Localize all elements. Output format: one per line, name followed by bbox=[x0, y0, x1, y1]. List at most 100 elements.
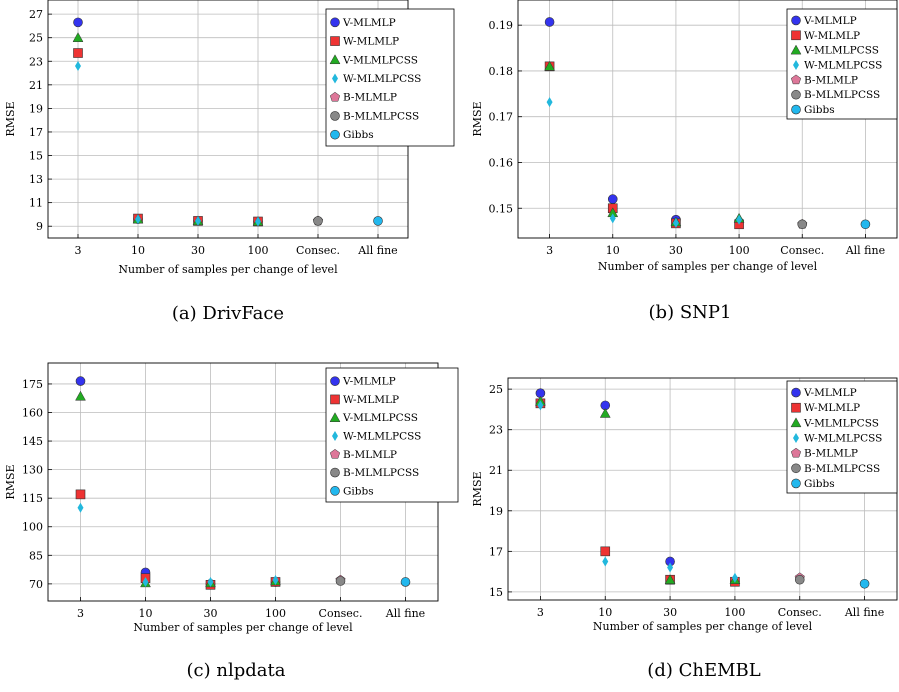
panel-4: 15 17 19 21 23 25 3 10 30 100 Consec. All fine Numbe… bbox=[471, 377, 898, 681]
legend-label: Gibbs bbox=[343, 485, 374, 497]
legend-label: B-MLMLPCSS bbox=[343, 110, 419, 122]
legend-marker bbox=[330, 467, 340, 478]
y-tick-label: 15 bbox=[489, 586, 503, 599]
legend-marker bbox=[791, 478, 801, 489]
x-axis-label: Number of samples per change of level bbox=[593, 620, 813, 633]
y-axis-label: RMSE bbox=[471, 101, 484, 136]
legend-label: V-MLMLP bbox=[342, 376, 396, 388]
data-point-w-mlmlpcss bbox=[207, 576, 214, 587]
legend-label: B-MLMLP bbox=[804, 448, 858, 460]
x-tick-label: 3 bbox=[77, 607, 84, 620]
data-point-v-mlmlpcss bbox=[664, 574, 676, 584]
data-point-gibbs bbox=[860, 219, 871, 230]
data-point-gibbs bbox=[400, 577, 411, 587]
x-tick-label: 3 bbox=[75, 244, 82, 257]
legend-marker bbox=[332, 431, 338, 441]
y-tick-label: 130 bbox=[22, 464, 43, 477]
x-tick-label: 3 bbox=[546, 244, 553, 257]
data-point-w-mlmlpcss bbox=[142, 576, 149, 587]
legend-label: B-MLMLP bbox=[343, 92, 397, 104]
data-point-v-mlmlpcss bbox=[75, 390, 86, 401]
x-tick-label: Consec. bbox=[296, 244, 340, 257]
legend-marker bbox=[330, 36, 340, 46]
x-tick-label: 30 bbox=[204, 607, 218, 620]
legend-marker bbox=[793, 60, 799, 70]
legend-label: B-MLMLPCSS bbox=[804, 463, 880, 475]
x-tick-label: 10 bbox=[598, 606, 612, 619]
x-tick-label: 30 bbox=[669, 244, 683, 257]
legend-marker bbox=[330, 486, 340, 496]
data-point-w-mlmlpcss bbox=[672, 217, 679, 228]
y-tick-label: 0.15 bbox=[489, 202, 514, 215]
legend-marker bbox=[791, 30, 801, 41]
panel-2: 0.15 0.16 0.17 0.18 0.19 3 10 30 100 Consec. All f… bbox=[471, 0, 898, 323]
x-tick-label: Consec. bbox=[778, 606, 822, 619]
legend-label: V-MLMLPCSS bbox=[342, 412, 418, 424]
panel-caption: (b) SNP1 bbox=[649, 302, 732, 323]
legend-marker bbox=[790, 74, 802, 85]
legend-box bbox=[325, 8, 455, 147]
data-point-b-mlmlpcss bbox=[797, 219, 808, 230]
y-tick-label: 145 bbox=[22, 435, 43, 448]
y-tick-label: 19 bbox=[29, 102, 43, 115]
data-point-w-mlmlpcss bbox=[77, 502, 84, 513]
legend-marker bbox=[791, 104, 801, 115]
panel-3: 70 85 100 115 130 145 160 175 3 10 30 100 Consec. All… bbox=[4, 362, 459, 681]
data-point-b-mlmlpcss bbox=[335, 576, 346, 586]
data-point-w-mlmlpcss bbox=[736, 214, 743, 225]
x-tick-label: 100 bbox=[729, 244, 750, 257]
data-point-v-mlmlp bbox=[544, 17, 555, 27]
y-tick-label: 70 bbox=[29, 578, 43, 591]
x-tick-label: All fine bbox=[845, 244, 885, 257]
legend-label: B-MLMLPCSS bbox=[343, 467, 419, 479]
legend-marker bbox=[791, 387, 801, 398]
y-tick-label: 85 bbox=[29, 549, 43, 562]
y-tick-label: 17 bbox=[489, 545, 503, 558]
legend-label: B-MLMLPCSS bbox=[804, 89, 880, 101]
y-tick-label: 17 bbox=[29, 126, 43, 139]
legend-label: Gibbs bbox=[804, 104, 835, 116]
y-tick-label: 15 bbox=[29, 150, 43, 163]
y-tick-label: 21 bbox=[489, 464, 503, 477]
legend-marker bbox=[330, 111, 340, 121]
legend-label: Gibbs bbox=[804, 478, 835, 490]
x-tick-label: Consec. bbox=[780, 244, 824, 257]
x-tick-label: All fine bbox=[357, 244, 397, 257]
data-point-gibbs bbox=[859, 578, 870, 589]
legend-marker bbox=[790, 44, 802, 55]
legend-marker bbox=[791, 463, 801, 474]
x-tick-label: Consec. bbox=[319, 607, 363, 620]
x-tick-label: 10 bbox=[606, 244, 620, 257]
legend-marker bbox=[330, 129, 340, 140]
data-point-v-mlmlp bbox=[607, 194, 618, 204]
data-point-w-mlmlpcss bbox=[195, 215, 201, 226]
legend-box bbox=[786, 8, 898, 120]
data-point-gibbs bbox=[373, 216, 383, 226]
legend-marker bbox=[791, 15, 801, 26]
data-point-w-mlmlpcss bbox=[135, 214, 141, 225]
y-tick-label: 27 bbox=[29, 8, 43, 21]
x-axis-label: Number of samples per change of level bbox=[118, 263, 338, 276]
y-axis-label: RMSE bbox=[471, 471, 484, 506]
data-point-w-mlmlpcss bbox=[75, 60, 81, 71]
legend-marker bbox=[329, 412, 341, 422]
x-tick-label: 10 bbox=[139, 607, 153, 620]
x-tick-label: 10 bbox=[131, 244, 145, 257]
data-point-w-mlmlpcss bbox=[731, 572, 738, 583]
data-point-b-mlmlpcss bbox=[794, 574, 805, 585]
legend-label: V-MLMLPCSS bbox=[342, 54, 418, 66]
y-tick-label: 11 bbox=[29, 197, 43, 210]
x-tick-label: 30 bbox=[663, 606, 677, 619]
y-tick-label: 25 bbox=[29, 32, 43, 45]
legend-marker bbox=[330, 17, 340, 28]
legend-label: B-MLMLP bbox=[804, 74, 858, 86]
legend-label: W-MLMLP bbox=[343, 394, 399, 406]
legend-label: W-MLMLPCSS bbox=[804, 60, 882, 72]
legend-label: V-MLMLP bbox=[342, 17, 396, 29]
legend-marker bbox=[329, 91, 341, 102]
legend-box bbox=[325, 367, 459, 503]
data-point-w-mlmlpcss bbox=[255, 216, 261, 227]
x-tick-label: 30 bbox=[191, 244, 205, 257]
y-tick-label: 23 bbox=[489, 424, 503, 437]
